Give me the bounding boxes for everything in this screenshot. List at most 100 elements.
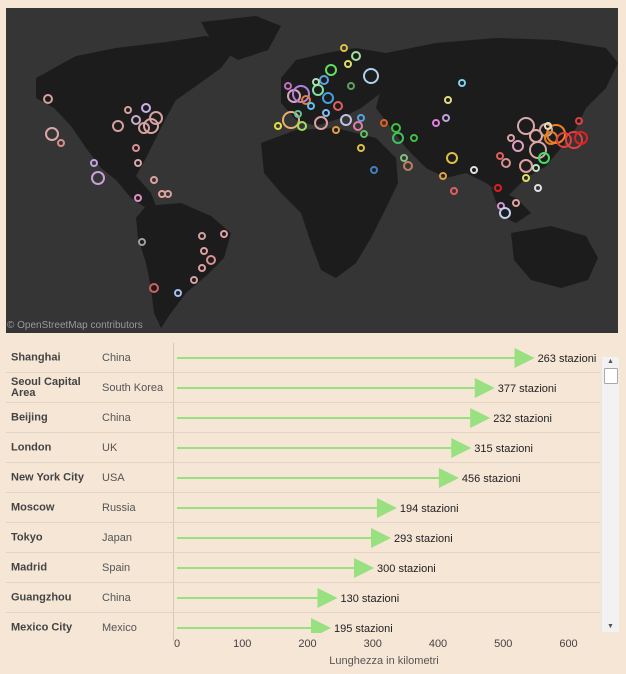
metro-system-marker[interactable] [206, 255, 216, 265]
metro-system-marker[interactable] [400, 154, 408, 162]
metro-system-marker[interactable] [112, 120, 124, 132]
metro-system-marker[interactable] [292, 85, 310, 103]
metro-system-marker[interactable] [134, 159, 142, 167]
table-row[interactable]: Tokyo Japan [6, 523, 600, 553]
table-row[interactable]: Mexico City Mexico [6, 613, 600, 634]
table-row[interactable]: Madrid Spain [6, 553, 600, 583]
metro-system-marker[interactable] [444, 96, 452, 104]
metro-system-marker[interactable] [220, 230, 228, 238]
metro-system-marker[interactable] [501, 158, 511, 168]
table-row[interactable]: Guangzhou China [6, 583, 600, 613]
scroll-down-arrow-icon[interactable]: ▼ [607, 623, 614, 630]
metro-system-marker[interactable] [90, 159, 98, 167]
metro-system-marker[interactable] [556, 132, 572, 148]
metro-system-marker[interactable] [519, 159, 533, 173]
metro-system-marker[interactable] [432, 119, 440, 127]
bar-arrowhead[interactable] [438, 468, 459, 488]
world-map[interactable]: © OpenStreetMap contributors [6, 8, 618, 333]
table-row[interactable]: Shanghai China [6, 343, 600, 373]
metro-system-marker[interactable] [174, 289, 182, 297]
metro-system-marker[interactable] [301, 95, 311, 105]
metro-system-marker[interactable] [332, 126, 340, 134]
metro-system-marker[interactable] [353, 121, 363, 131]
metro-system-marker[interactable] [45, 127, 59, 141]
metro-system-marker[interactable] [574, 131, 588, 145]
metro-system-marker[interactable] [149, 111, 163, 125]
metro-system-marker[interactable] [357, 114, 365, 122]
metro-system-marker[interactable] [392, 132, 404, 144]
metro-system-marker[interactable] [347, 82, 355, 90]
metro-system-marker[interactable] [200, 247, 208, 255]
metro-system-marker[interactable] [512, 140, 524, 152]
metro-system-marker[interactable] [307, 102, 315, 110]
bar-arrowhead[interactable] [470, 408, 491, 428]
metro-system-marker[interactable] [284, 82, 292, 90]
table-row[interactable]: New York City USA [6, 463, 600, 493]
metro-system-marker[interactable] [360, 130, 368, 138]
metro-system-marker[interactable] [522, 174, 530, 182]
scroll-up-arrow-icon[interactable]: ▲ [607, 358, 614, 365]
metro-system-marker[interactable] [450, 187, 458, 195]
metro-system-marker[interactable] [57, 139, 65, 147]
metro-system-marker[interactable] [532, 164, 540, 172]
metro-system-marker[interactable] [575, 117, 583, 125]
metro-system-marker[interactable] [190, 276, 198, 284]
metro-system-marker[interactable] [198, 264, 206, 272]
metro-system-marker[interactable] [312, 78, 320, 86]
metro-system-marker[interactable] [141, 103, 151, 113]
table-scrollbar[interactable]: ▲ ▼ [601, 357, 619, 632]
metro-system-marker[interactable] [494, 184, 502, 192]
metro-system-marker[interactable] [340, 44, 348, 52]
metro-system-marker[interactable] [132, 144, 140, 152]
metro-system-marker[interactable] [340, 114, 352, 126]
metro-system-marker[interactable] [565, 131, 583, 149]
metro-system-marker[interactable] [357, 144, 365, 152]
metro-system-marker[interactable] [325, 64, 337, 76]
metro-system-marker[interactable] [149, 283, 159, 293]
metro-system-marker[interactable] [322, 109, 330, 117]
metro-system-marker[interactable] [134, 194, 142, 202]
metro-system-marker[interactable] [544, 122, 552, 130]
metro-system-marker[interactable] [131, 115, 141, 125]
metro-system-marker[interactable] [499, 207, 511, 219]
metro-system-marker[interactable] [314, 116, 328, 130]
metro-system-marker[interactable] [150, 176, 158, 184]
metro-system-marker[interactable] [370, 166, 378, 174]
metro-system-marker[interactable] [458, 79, 466, 87]
metro-system-marker[interactable] [297, 121, 307, 131]
bar-arrowhead[interactable] [317, 588, 338, 608]
metro-system-marker[interactable] [410, 134, 418, 142]
metro-system-marker[interactable] [164, 190, 172, 198]
bar-arrowhead[interactable] [451, 438, 472, 458]
metro-system-marker[interactable] [322, 92, 334, 104]
bar-arrowhead[interactable] [514, 348, 535, 368]
scroll-thumb[interactable] [604, 368, 618, 384]
bar-arrowhead[interactable] [310, 618, 331, 633]
metro-system-marker[interactable] [282, 111, 300, 129]
metro-system-marker[interactable] [294, 110, 302, 118]
metro-system-marker[interactable] [496, 152, 504, 160]
bar-arrowhead[interactable] [474, 378, 495, 398]
table-row[interactable]: Seoul Capital Area South Korea [6, 373, 600, 403]
metro-system-marker[interactable] [344, 60, 352, 68]
metro-system-marker[interactable] [507, 134, 515, 142]
metro-system-marker[interactable] [363, 68, 379, 84]
metro-system-marker[interactable] [439, 172, 447, 180]
metro-system-marker[interactable] [91, 171, 105, 185]
metro-system-marker[interactable] [138, 238, 146, 246]
metro-system-marker[interactable] [43, 94, 53, 104]
metro-system-marker[interactable] [380, 119, 388, 127]
metro-system-marker[interactable] [538, 152, 550, 164]
metro-system-marker[interactable] [470, 166, 478, 174]
metro-system-marker[interactable] [351, 51, 361, 61]
metro-system-marker[interactable] [319, 75, 329, 85]
metro-system-marker[interactable] [391, 123, 401, 133]
metro-system-marker[interactable] [333, 101, 343, 111]
metro-system-marker[interactable] [124, 106, 132, 114]
table-row[interactable]: London UK [6, 433, 600, 463]
metro-system-marker[interactable] [517, 117, 535, 135]
metro-system-marker[interactable] [442, 114, 450, 122]
bar-arrowhead[interactable] [354, 558, 375, 578]
metro-system-marker[interactable] [534, 184, 542, 192]
metro-system-marker[interactable] [198, 232, 206, 240]
